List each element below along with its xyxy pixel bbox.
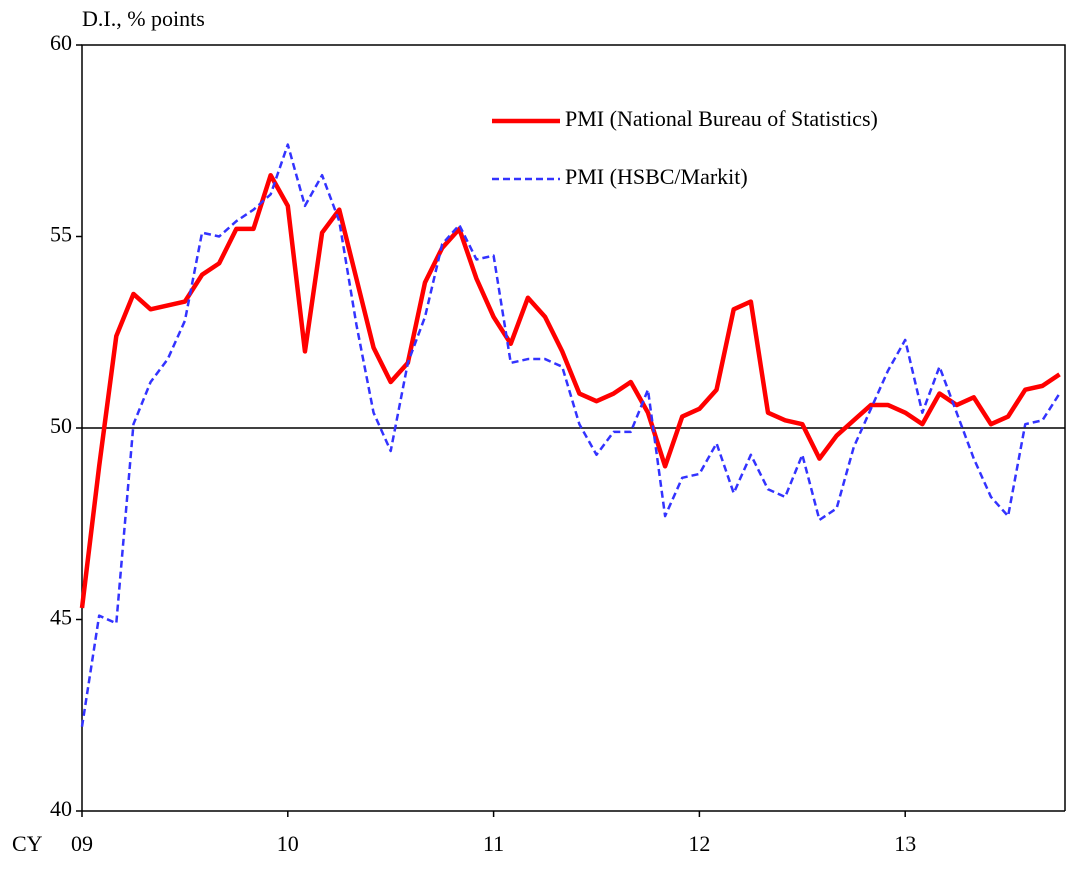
x-tick-label: 11: [483, 831, 504, 856]
x-tick-label: 10: [277, 831, 299, 856]
series-line: [80, 143, 1061, 727]
x-axis-label: CY: [12, 831, 43, 856]
y-tick-label: 45: [50, 605, 72, 630]
x-tick-label: 13: [894, 831, 916, 856]
y-tick-label: 40: [50, 796, 72, 821]
legend-label: PMI (National Bureau of Statistics): [565, 106, 878, 131]
chart-title: D.I., % points: [82, 6, 205, 31]
series-line: [79, 172, 1061, 609]
x-tick-label: 09: [71, 831, 93, 856]
y-tick-label: 55: [50, 222, 72, 247]
x-tick-label: 12: [688, 831, 710, 856]
y-tick-label: 50: [50, 413, 72, 438]
y-tick-label: 60: [50, 30, 72, 55]
legend-label: PMI (HSBC/Markit): [565, 164, 748, 189]
